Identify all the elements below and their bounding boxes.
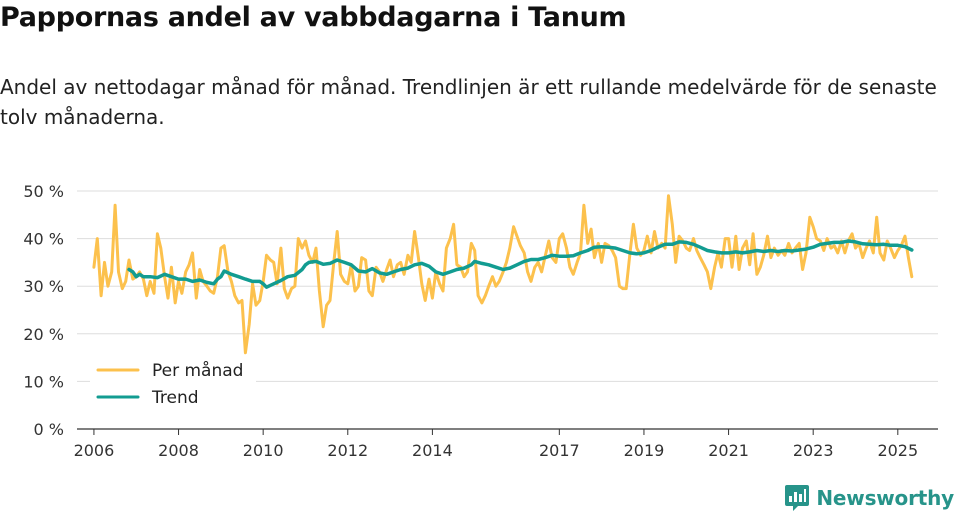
- x-tick-label: 2019: [624, 441, 665, 460]
- line-chart: 0 % 10 % 20 % 30 % 40 % 50 % 2006 2008 2010 2012 2…: [23, 182, 938, 460]
- series-lines: [92, 194, 914, 355]
- x-tick-label: 2025: [877, 441, 918, 460]
- x-tick-label: 2012: [327, 441, 368, 460]
- legend-label-trend: Trend: [151, 388, 199, 408]
- x-tick-label: 2014: [412, 441, 453, 460]
- legend-label-per-manad: Per månad: [152, 360, 243, 381]
- chart-subtitle: Andel av nettodagar månad för månad. Tre…: [0, 75, 937, 129]
- chart-title: Pappornas andel av vabbdagarna i Tanum: [0, 2, 627, 33]
- y-tick-label: 30 %: [23, 277, 64, 296]
- brand-name: Newsworthy: [816, 486, 954, 510]
- newsworthy-logo: Newsworthy: [784, 484, 954, 512]
- y-tick-label: 10 %: [23, 372, 64, 391]
- x-tick-label: 2010: [243, 441, 284, 460]
- legend-background: [90, 356, 256, 414]
- x-tick-label: 2023: [793, 441, 834, 460]
- newsworthy-chart-icon: [785, 485, 810, 511]
- x-tick-label: 2017: [539, 441, 580, 460]
- axes: 0 % 10 % 20 % 30 % 40 % 50 % 2006 2008 2010 2012 2…: [23, 182, 918, 460]
- series-line-per-manad: [92, 194, 914, 355]
- x-tick-label: 2006: [74, 441, 115, 460]
- legend: Per månad Trend: [90, 356, 256, 414]
- x-tick-label: 2021: [708, 441, 749, 460]
- x-tick-label: 2008: [158, 441, 199, 460]
- y-tick-label: 20 %: [23, 325, 64, 344]
- y-tick-label: 50 %: [23, 182, 64, 201]
- series-line-trend: [127, 239, 914, 289]
- y-tick-label: 40 %: [23, 230, 64, 249]
- y-tick-label: 0 %: [34, 420, 64, 439]
